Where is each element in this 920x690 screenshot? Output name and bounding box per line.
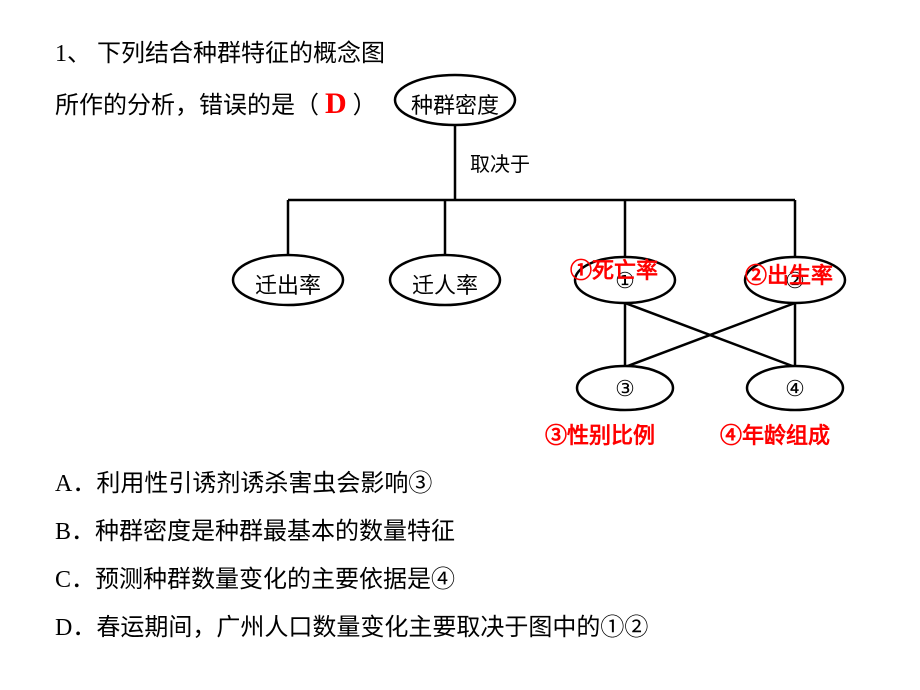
option-c: C．预测种群数量变化的主要依据是④ bbox=[55, 556, 648, 604]
option-letter-b: B． bbox=[55, 519, 95, 545]
options-block: A．利用性引诱剂诱杀害虫会影响③ B．种群密度是种群最基本的数量特征 C．预测种… bbox=[55, 460, 648, 652]
node-l2-0: 迁出率 bbox=[252, 268, 324, 300]
node-l2-1: 迁人率 bbox=[409, 268, 481, 300]
option-b: B．种群密度是种群最基本的数量特征 bbox=[55, 508, 648, 556]
node-top: 种群密度 bbox=[410, 88, 500, 120]
option-letter-d: D． bbox=[55, 615, 96, 641]
node-l3-0: ③ bbox=[605, 376, 645, 402]
option-d: D．春运期间，广州人口数量变化主要取决于图中的①② bbox=[55, 604, 648, 652]
option-text-d: 春运期间，广州人口数量变化主要取决于图中的①② bbox=[96, 615, 648, 641]
edge-label: 取决于 bbox=[470, 148, 530, 177]
annot-4: ④年龄组成 bbox=[720, 418, 830, 450]
option-text-b: 种群密度是种群最基本的数量特征 bbox=[95, 519, 455, 545]
node-l3-1: ④ bbox=[775, 376, 815, 402]
option-letter-a: A． bbox=[55, 471, 96, 497]
annot-2: ②出生率 bbox=[745, 258, 833, 290]
option-a: A．利用性引诱剂诱杀害虫会影响③ bbox=[55, 460, 648, 508]
option-text-c: 预测种群数量变化的主要依据是④ bbox=[95, 567, 455, 593]
annot-3: ③性别比例 bbox=[545, 418, 655, 450]
option-text-a: 利用性引诱剂诱杀害虫会影响③ bbox=[96, 471, 432, 497]
option-letter-c: C． bbox=[55, 567, 95, 593]
annot-1: ①死亡率 bbox=[570, 253, 658, 285]
